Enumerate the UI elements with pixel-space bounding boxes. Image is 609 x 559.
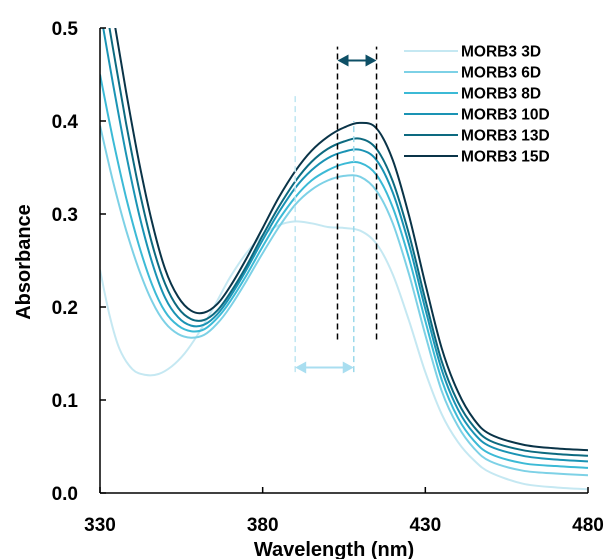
series-line-6 [114, 28, 588, 452]
series-line-5 [108, 28, 588, 457]
x-tick-label: 430 [409, 515, 441, 536]
x-axis-title: Wavelength (nm) [254, 539, 414, 559]
x-tick-label: 330 [84, 515, 116, 536]
legend-item: MORB3 3D [404, 44, 541, 61]
axes [99, 27, 589, 494]
legend-label: MORB3 6D [461, 65, 541, 82]
annotation-layer [294, 46, 378, 374]
y-tick-label: 0.4 [52, 112, 79, 133]
series-line-3 [100, 74, 588, 469]
y-tick-label: 0.2 [52, 298, 78, 319]
legend-item: MORB3 10D [404, 107, 550, 124]
legend-item: MORB3 15D [404, 149, 550, 166]
series-line-2 [100, 125, 588, 477]
legend-label: MORB3 10D [461, 107, 550, 124]
y-axis-title: Absorbance [13, 204, 35, 320]
y-tick-label: 0.1 [52, 391, 79, 412]
legend-label: MORB3 13D [461, 128, 550, 145]
legend-item: MORB3 6D [404, 65, 541, 82]
tick-labels: 0.0 0.1 0.2 0.3 0.4 0.5 330 380 430 480 [52, 19, 604, 536]
legend: MORB3 3D MORB3 6D MORB3 8D MORB3 10D MORB3 1… [404, 44, 550, 166]
legend-item: MORB3 13D [404, 128, 550, 145]
x-tick-label: 480 [572, 515, 604, 536]
legend-label: MORB3 15D [461, 149, 550, 166]
series-layer [100, 28, 588, 491]
y-tick-label: 0.5 [52, 19, 79, 40]
double-arrow-3 [295, 361, 354, 374]
y-tick-label: 0.3 [52, 205, 78, 226]
series-line-4 [102, 28, 588, 463]
legend-label: MORB3 3D [461, 44, 541, 61]
series-line-1 [100, 220, 588, 491]
y-tick-label: 0.0 [52, 484, 78, 505]
x-tick-label: 380 [247, 515, 279, 536]
legend-item: MORB3 8D [404, 86, 541, 103]
legend-label: MORB3 8D [461, 86, 541, 103]
double-arrow-6 [337, 54, 377, 67]
